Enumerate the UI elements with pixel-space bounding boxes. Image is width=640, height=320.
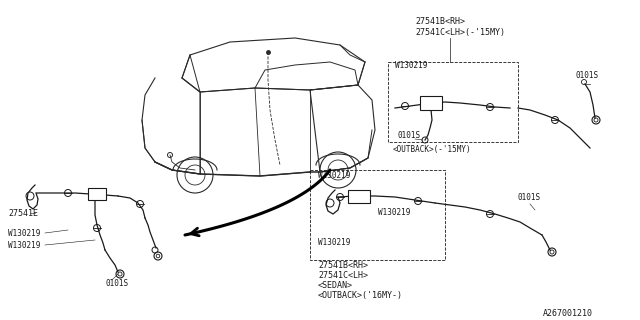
Text: 27541C<LH>(-'15MY): 27541C<LH>(-'15MY) bbox=[415, 28, 505, 37]
Text: W130219: W130219 bbox=[8, 241, 40, 250]
Text: <SEDAN>: <SEDAN> bbox=[318, 281, 353, 290]
Text: W130219: W130219 bbox=[395, 61, 428, 70]
Bar bbox=[348, 190, 370, 203]
Bar bbox=[420, 96, 442, 110]
Text: 27541C<LH>: 27541C<LH> bbox=[318, 271, 368, 280]
Bar bbox=[388, 62, 518, 142]
Text: 0101S: 0101S bbox=[398, 131, 421, 140]
Text: 0101S: 0101S bbox=[575, 71, 598, 80]
Text: W130219: W130219 bbox=[318, 238, 350, 247]
Text: <OUTBACK>('16MY-): <OUTBACK>('16MY-) bbox=[318, 291, 403, 300]
Text: 0101S: 0101S bbox=[105, 279, 128, 289]
Text: <OUTBACK>(-'15MY): <OUTBACK>(-'15MY) bbox=[393, 145, 472, 154]
Text: 0101S: 0101S bbox=[518, 193, 541, 202]
Text: W130219: W130219 bbox=[378, 208, 410, 217]
Bar bbox=[310, 170, 445, 260]
Text: W130219: W130219 bbox=[8, 228, 40, 237]
Text: W130219: W130219 bbox=[318, 171, 350, 180]
Text: A267001210: A267001210 bbox=[543, 309, 593, 318]
Text: 27541B<RH>: 27541B<RH> bbox=[318, 261, 368, 270]
Bar bbox=[88, 188, 106, 200]
Text: 27541B<RH>: 27541B<RH> bbox=[415, 18, 465, 27]
Text: 27541E: 27541E bbox=[8, 209, 38, 218]
